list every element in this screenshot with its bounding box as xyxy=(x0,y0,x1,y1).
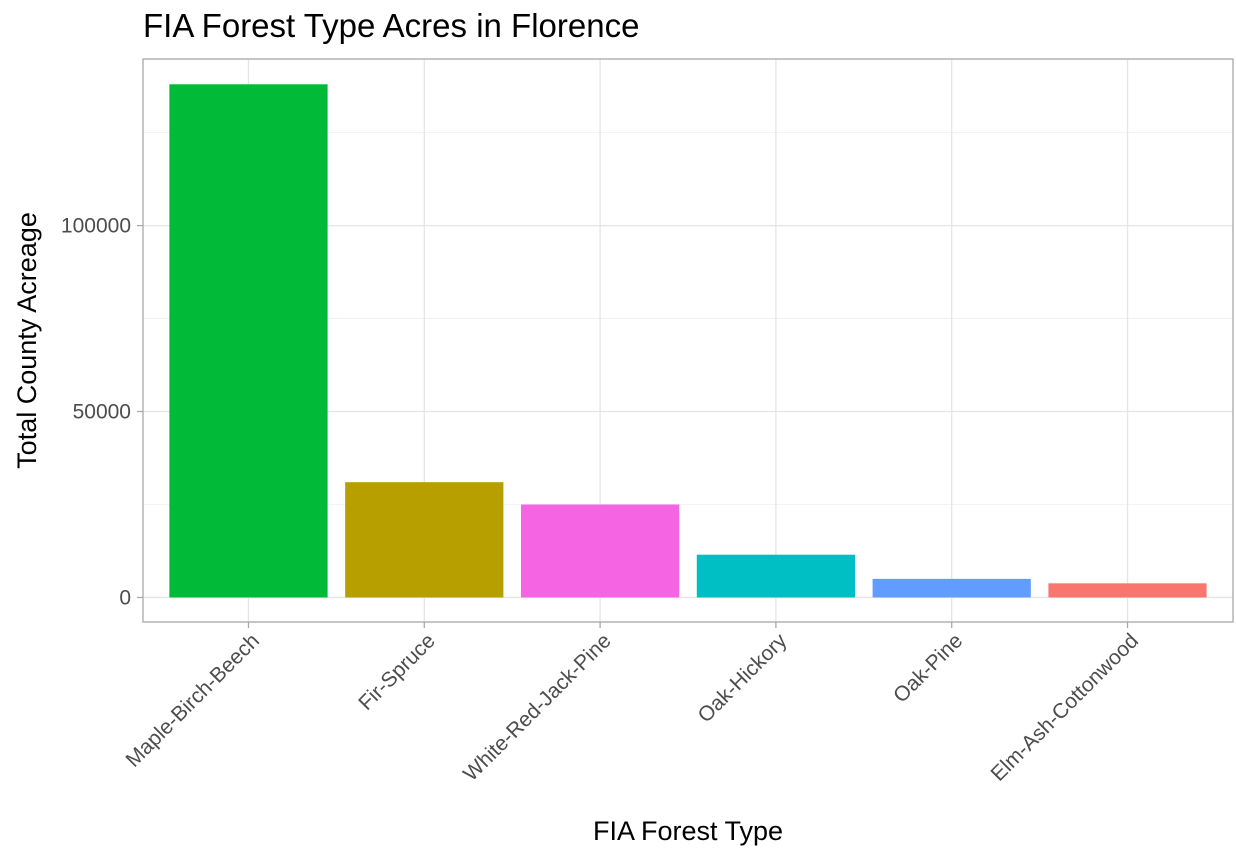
x-tick-label: Elm-Ash-Cottonwood xyxy=(986,629,1143,786)
bars xyxy=(169,84,1207,598)
y-tick-label: 100000 xyxy=(61,215,131,238)
panel-border xyxy=(142,58,1234,623)
y-tick-label: 50000 xyxy=(73,401,131,424)
x-tick-label: Oak-Pine xyxy=(889,629,967,707)
bar-oak-pine xyxy=(872,578,1031,598)
x-axis-title: FIA Forest Type xyxy=(593,816,783,846)
chart-title: FIA Forest Type Acres in Florence xyxy=(143,7,639,44)
bar-oak-hickory xyxy=(696,554,856,598)
x-tick-label: Maple-Birch-Beech xyxy=(121,629,264,772)
y-axis-title: Total County Acreage xyxy=(12,212,42,469)
bar-fir-spruce xyxy=(345,482,504,598)
bar-maple-birch-beech xyxy=(169,84,328,598)
bar-elm-ash-cottonwood xyxy=(1048,583,1207,598)
y-tick-label: 0 xyxy=(119,586,131,609)
x-tick-label: Fir-Spruce xyxy=(354,629,440,715)
y-axis: 0 50000 100000 xyxy=(61,215,143,609)
x-tick-label: Oak-Hickory xyxy=(693,629,791,727)
x-tick-label: White-Red-Jack-Pine xyxy=(459,629,616,786)
x-axis: Maple-Birch-Beech Fir-Spruce White-Red-Jac… xyxy=(121,622,1143,786)
bar-white-red-jack-pine xyxy=(520,504,680,598)
